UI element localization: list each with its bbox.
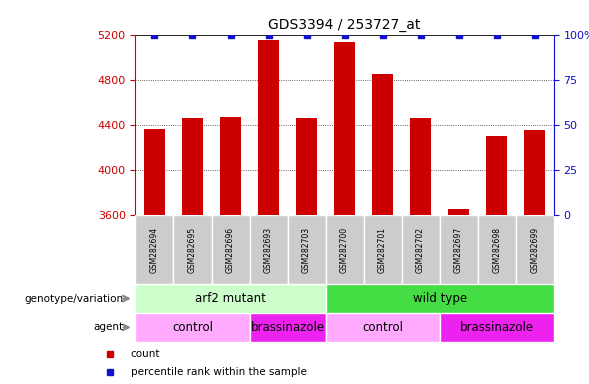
Title: GDS3394 / 253727_at: GDS3394 / 253727_at [269, 18, 421, 32]
Text: GSM282700: GSM282700 [340, 227, 349, 273]
Bar [439, 215, 478, 284]
Bar [439, 313, 554, 342]
Bar [326, 215, 363, 284]
Text: GSM282695: GSM282695 [188, 227, 197, 273]
Bar [258, 40, 279, 215]
Bar [402, 215, 439, 284]
Bar [326, 313, 439, 342]
Text: brassinazole: brassinazole [459, 321, 534, 334]
Text: percentile rank within the sample: percentile rank within the sample [131, 367, 306, 377]
Bar [478, 215, 515, 284]
Text: GSM282693: GSM282693 [264, 227, 273, 273]
Bar [135, 215, 174, 284]
Bar [363, 215, 402, 284]
Text: GSM282698: GSM282698 [492, 227, 501, 273]
Text: control: control [362, 321, 403, 334]
Bar [220, 117, 241, 215]
Bar [486, 136, 507, 215]
Bar [524, 130, 545, 215]
Bar [174, 215, 211, 284]
Text: brassinazole: brassinazole [250, 321, 325, 334]
Text: genotype/variation: genotype/variation [25, 293, 124, 304]
Bar [296, 118, 317, 215]
Text: agent: agent [94, 322, 124, 333]
Bar [287, 215, 326, 284]
Text: GSM282697: GSM282697 [454, 227, 463, 273]
Bar [144, 129, 165, 215]
Text: GSM282699: GSM282699 [530, 227, 539, 273]
Bar [372, 74, 393, 215]
Bar [211, 215, 250, 284]
Text: wild type: wild type [412, 292, 466, 305]
Bar [334, 43, 355, 215]
Bar [250, 313, 326, 342]
Bar [182, 118, 203, 215]
Text: GSM282696: GSM282696 [226, 227, 235, 273]
Bar [135, 313, 250, 342]
Bar [410, 118, 431, 215]
Bar [448, 209, 469, 215]
Text: GSM282703: GSM282703 [302, 227, 311, 273]
Bar [515, 215, 554, 284]
Text: control: control [172, 321, 213, 334]
Text: GSM282694: GSM282694 [150, 227, 159, 273]
Text: GSM282702: GSM282702 [416, 227, 425, 273]
Bar [135, 284, 326, 313]
Text: count: count [131, 349, 160, 359]
Text: arf2 mutant: arf2 mutant [195, 292, 266, 305]
Bar [326, 284, 554, 313]
Text: GSM282701: GSM282701 [378, 227, 387, 273]
Bar [250, 215, 287, 284]
